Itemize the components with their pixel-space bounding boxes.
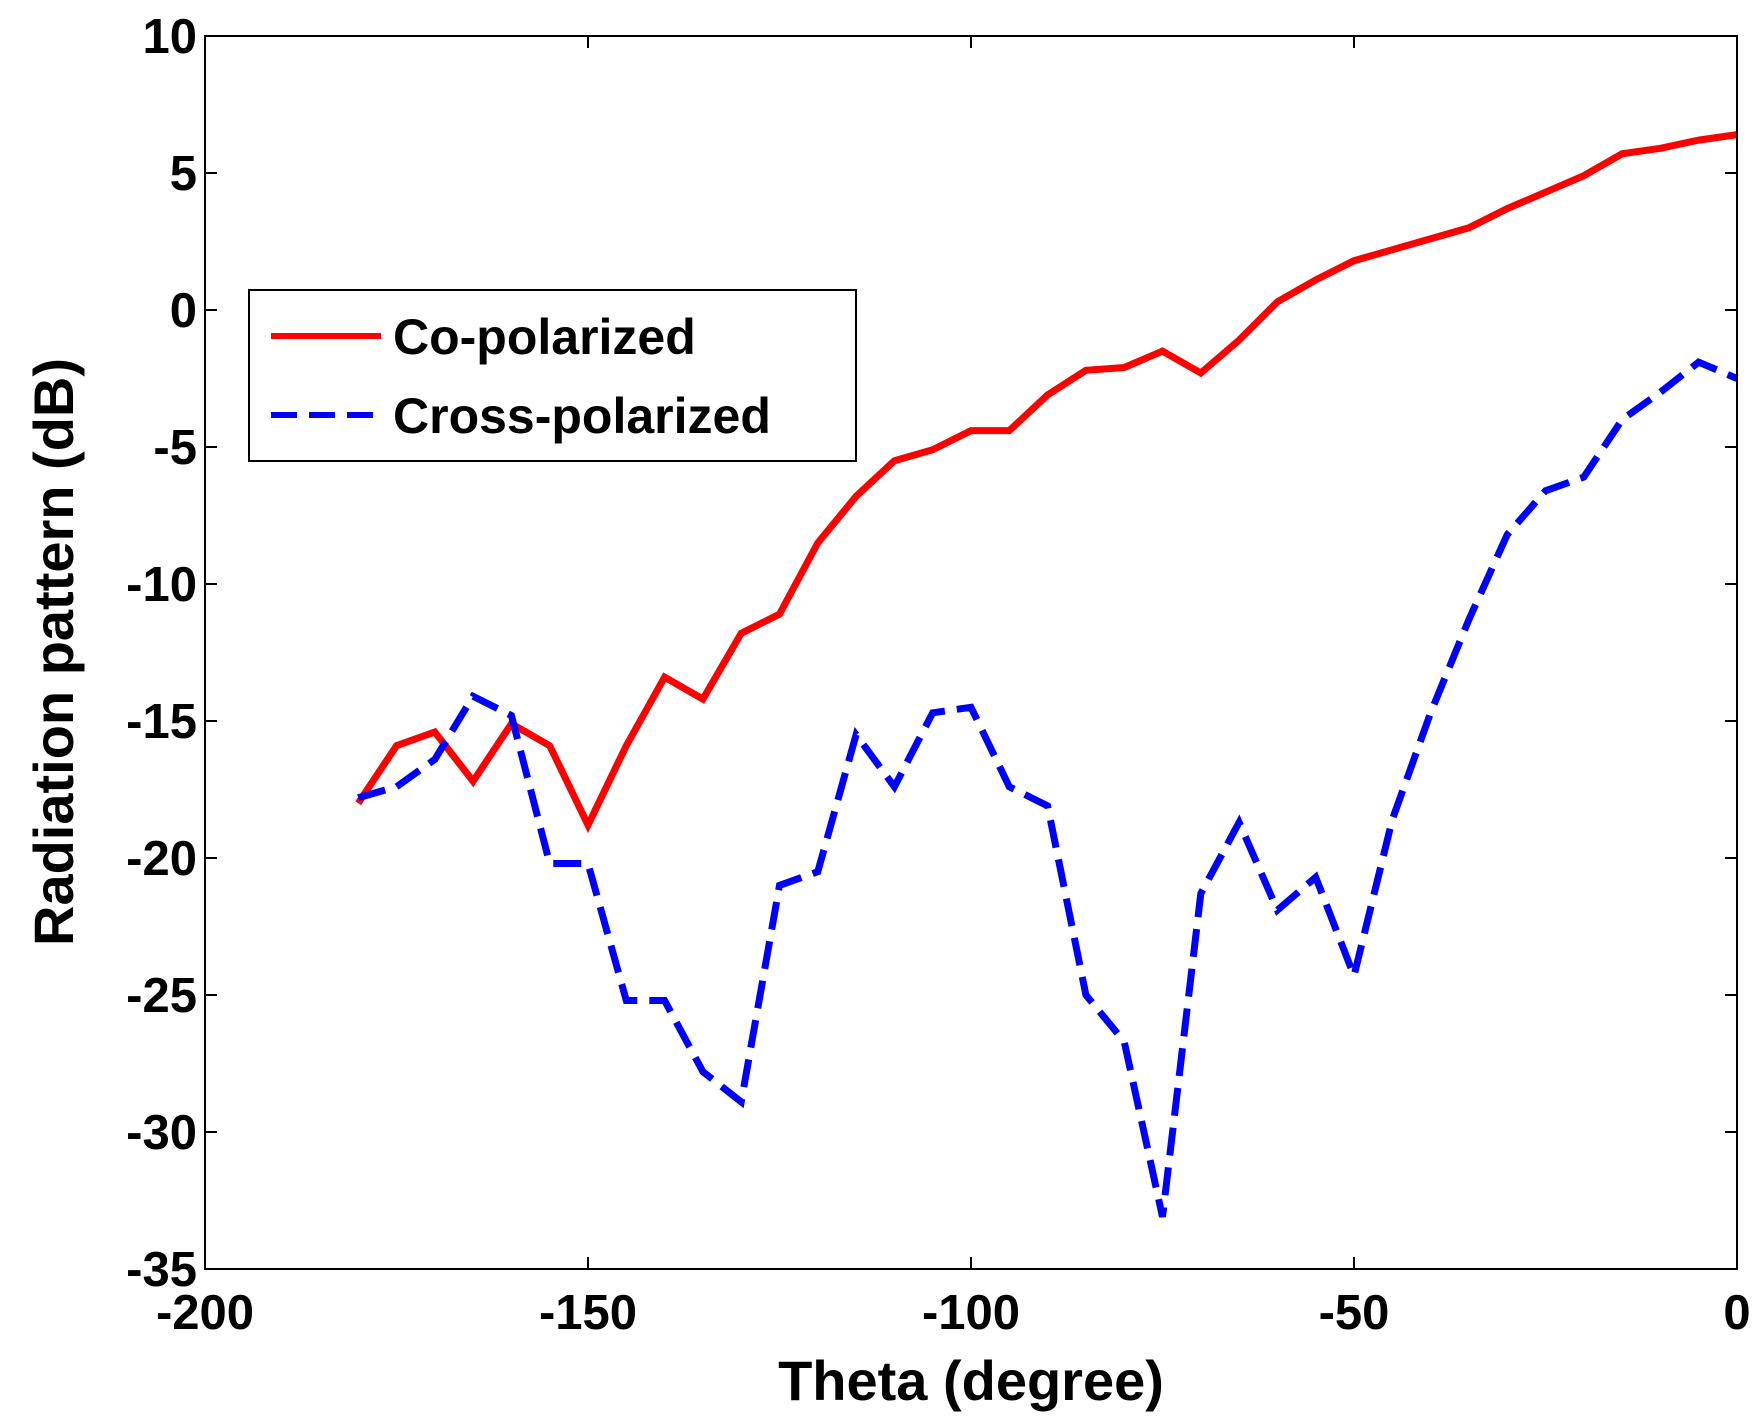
- series-line-cross-polarized: [357, 358, 1739, 1218]
- x-tick-label: -100: [922, 1286, 1020, 1340]
- legend-label-co-polarized: Co-polarized: [393, 309, 696, 365]
- y-tick-label: 0: [170, 284, 197, 338]
- x-tick-label: -50: [1319, 1286, 1390, 1340]
- y-tick-label: -5: [153, 421, 197, 475]
- y-axis-title: Radiation pattern (dB): [22, 358, 85, 946]
- legend-label-cross-polarized: Cross-polarized: [393, 388, 771, 444]
- y-tick-label: 10: [142, 10, 197, 64]
- y-tick-label: -25: [126, 969, 197, 1023]
- legend-box: [248, 289, 857, 462]
- legend: Co-polarized Cross-polarized: [248, 289, 857, 462]
- y-tick-label: -30: [126, 1106, 197, 1160]
- y-tick-label: -10: [126, 558, 197, 612]
- series-line-co-polarized: [355, 131, 1738, 834]
- y-tick-label: -20: [126, 832, 197, 886]
- tick-label-layer: -200 -150 -100 -50 0 10 5 0 -5 -10 -15 -20 -25 -30 -35: [126, 10, 1750, 1340]
- tick-layer: [204, 35, 1738, 1270]
- y-tick-label: -15: [126, 695, 197, 749]
- x-tick-label: -200: [156, 1286, 254, 1340]
- y-tick-label: -35: [126, 1243, 197, 1297]
- y-tick-label: 5: [170, 147, 197, 201]
- x-tick-label: -150: [539, 1286, 637, 1340]
- series-layer: [355, 131, 1739, 1218]
- x-axis-title: Theta (degree): [778, 1349, 1164, 1412]
- x-tick-label: 0: [1723, 1286, 1750, 1340]
